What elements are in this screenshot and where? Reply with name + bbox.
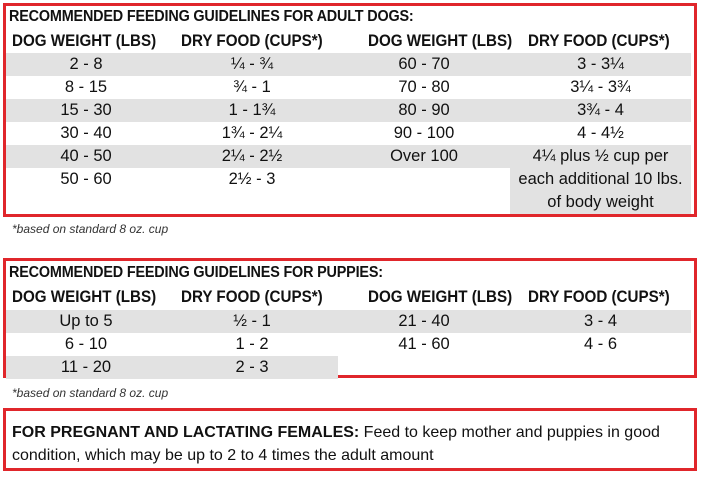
adult-cell: 30 - 40 bbox=[60, 124, 112, 142]
puppies-cell: 6 - 10 bbox=[64, 335, 108, 353]
puppies-cell bbox=[510, 356, 691, 379]
puppies-cell bbox=[338, 356, 510, 379]
pregnant-text: FOR PREGNANT AND LACTATING FEMALES: Feed… bbox=[12, 421, 682, 467]
adult-cell bbox=[338, 168, 510, 191]
adult-cell: 2 - 8 bbox=[69, 55, 103, 73]
adult-cell: 3¼ - 3¾ bbox=[570, 78, 631, 96]
adult-cell: 1 - 1¾ bbox=[228, 101, 276, 119]
adult-extra-line-1: each additional 10 lbs. bbox=[518, 170, 683, 188]
adult-title: RECOMMENDED FEEDING GUIDELINES FOR ADULT… bbox=[9, 8, 414, 25]
adult-row: 40 - 50 2¼ - 2½ Over 100 4¼ plus ½ cup per bbox=[6, 145, 691, 168]
pregnant-box bbox=[3, 408, 697, 471]
adult-cell: 80 - 90 bbox=[398, 101, 450, 119]
adult-header-food-1: DRY FOOD (CUPS*) bbox=[181, 32, 323, 50]
puppies-row-shade bbox=[6, 356, 338, 379]
adult-row-shade bbox=[6, 53, 691, 76]
puppies-cell: 3 - 4 bbox=[583, 312, 618, 330]
adult-header-food-2: DRY FOOD (CUPS*) bbox=[528, 32, 670, 50]
puppies-row: Up to 5 ½ - 1 21 - 40 3 - 4 bbox=[6, 310, 691, 333]
adult-cell: ¼ - ¾ bbox=[230, 55, 274, 73]
adult-cell: 15 - 30 bbox=[60, 101, 112, 119]
puppy-guidelines-box bbox=[3, 258, 697, 378]
adult-cell: 40 - 50 bbox=[60, 147, 112, 165]
adult-guidelines-box bbox=[3, 3, 697, 217]
adult-cell: 3 - 3¼ bbox=[577, 55, 624, 73]
puppies-cell: 1 - 2 bbox=[235, 335, 269, 353]
puppy-footnote: *based on standard 8 oz. cup bbox=[12, 386, 169, 400]
adult-extra-line-2: of body weight bbox=[547, 193, 654, 211]
adult-row: 15 - 30 1 - 1¾ 80 - 90 3¾ - 4 bbox=[6, 99, 691, 122]
adult-footnote: *based on standard 8 oz. cup bbox=[12, 222, 169, 236]
adult-extra-cell: each additional 10 lbs. of body weight bbox=[510, 168, 691, 214]
adult-header-weight-2: DOG WEIGHT (LBS) bbox=[368, 32, 513, 50]
adult-cell: 60 - 70 bbox=[398, 55, 450, 73]
adult-row: 50 - 60 2½ - 3 bbox=[6, 168, 691, 191]
adult-cell: ¾ - 1 bbox=[233, 78, 271, 96]
adult-cell: 90 - 100 bbox=[393, 124, 455, 142]
adult-row: 2 - 8 ¼ - ¾ 60 - 70 3 - 3¼ bbox=[6, 53, 691, 76]
puppies-cell: 21 - 40 bbox=[398, 312, 450, 330]
adult-cell: 4¼ plus ½ cup per bbox=[532, 147, 669, 165]
pregnant-label: FOR PREGNANT AND LACTATING FEMALES: bbox=[12, 424, 360, 441]
adult-cell: 70 - 80 bbox=[398, 78, 450, 96]
adult-row-shade bbox=[6, 145, 691, 168]
puppies-cell: 11 - 20 bbox=[60, 358, 112, 376]
puppies-cell: 4 - 6 bbox=[583, 335, 618, 353]
puppy-header-weight-2: DOG WEIGHT (LBS) bbox=[368, 288, 513, 306]
puppies-cell: Up to 5 bbox=[59, 312, 113, 330]
adult-cell: Over 100 bbox=[390, 147, 458, 165]
puppies-cell: 41 - 60 bbox=[398, 335, 450, 353]
puppies-cell: ½ - 1 bbox=[233, 312, 271, 330]
pregnant-body: Feed to keep mother and puppies in good … bbox=[12, 424, 660, 464]
adult-row-shade bbox=[6, 99, 691, 122]
puppies-row: 11 - 20 2 - 3 bbox=[6, 356, 691, 379]
puppy-header-food-2: DRY FOOD (CUPS*) bbox=[528, 288, 670, 306]
puppy-header-weight-1: DOG WEIGHT (LBS) bbox=[12, 288, 157, 306]
adult-cell: 4 - 4½ bbox=[577, 124, 624, 142]
puppies-row-shade bbox=[6, 310, 691, 333]
puppy-header-food-1: DRY FOOD (CUPS*) bbox=[181, 288, 323, 306]
adult-cell: 3¾ - 4 bbox=[577, 101, 624, 119]
adult-header-weight-1: DOG WEIGHT (LBS) bbox=[12, 32, 157, 50]
adult-row: 8 - 15 ¾ - 1 70 - 80 3¼ - 3¾ bbox=[6, 76, 691, 99]
puppy-title: RECOMMENDED FEEDING GUIDELINES FOR PUPPI… bbox=[9, 264, 383, 281]
adult-cell: 8 - 15 bbox=[64, 78, 108, 96]
adult-row: 30 - 40 1¾ - 2¼ 90 - 100 4 - 4½ bbox=[6, 122, 691, 145]
puppies-row: 6 - 10 1 - 2 41 - 60 4 - 6 bbox=[6, 333, 691, 356]
adult-cell: 2½ - 3 bbox=[228, 170, 276, 188]
puppies-cell: 2 - 3 bbox=[235, 358, 269, 376]
adult-cell: 1¾ - 2¼ bbox=[221, 124, 283, 142]
adult-cell: 2¼ - 2½ bbox=[221, 147, 283, 165]
adult-cell: 50 - 60 bbox=[60, 170, 112, 188]
